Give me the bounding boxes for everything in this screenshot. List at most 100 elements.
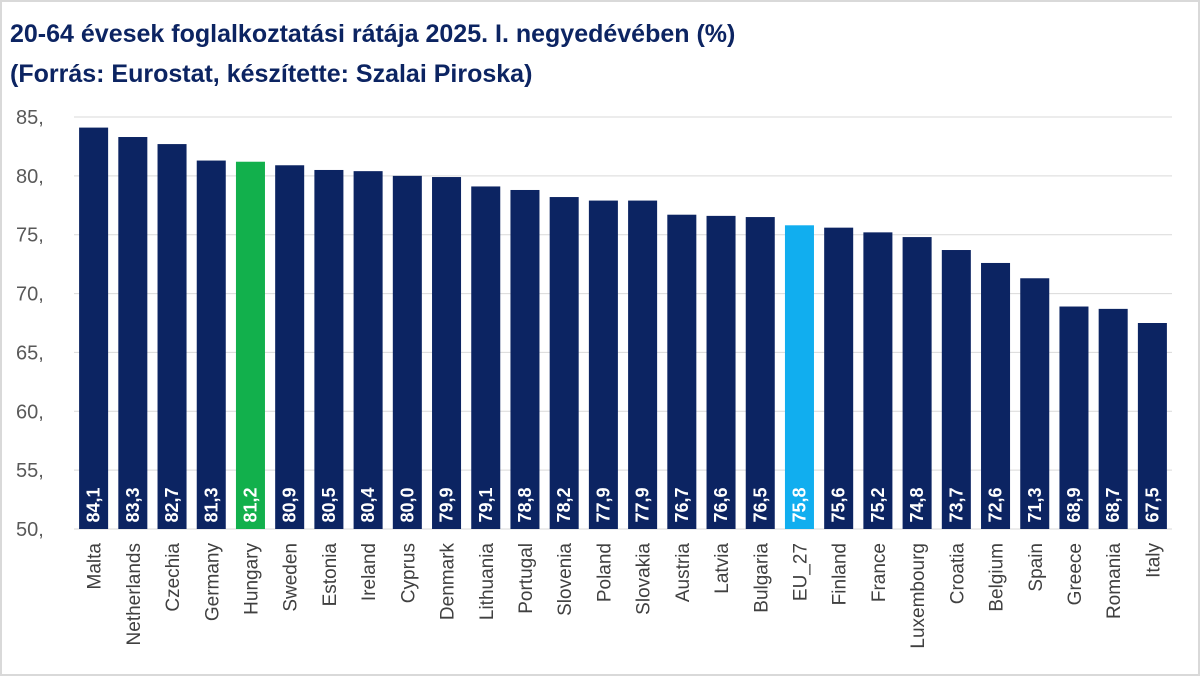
bar-malta [79,127,109,529]
bar-greece [1059,306,1089,529]
category-label: Sweden [281,543,302,612]
category-label: Lithuania [477,543,498,621]
category-label: Estonia [320,543,341,607]
bar-france [863,232,893,530]
data-label: 76,7 [672,487,692,522]
bar-romania [1098,308,1128,529]
category-label: Croatia [947,543,968,605]
category-label: Greece [1065,543,1086,605]
data-label: 68,9 [1064,487,1084,522]
data-label: 76,6 [711,487,731,522]
data-label: 79,1 [476,487,496,522]
category-label: France [869,543,890,602]
data-label: 75,6 [829,487,849,522]
data-label: 81,3 [201,487,221,522]
category-label: Germany [202,543,223,622]
category-label: Latvia [712,543,733,594]
data-label: 80,5 [319,487,339,522]
category-label: Slovakia [634,543,655,615]
data-label: 73,7 [946,487,966,522]
data-label: 71,3 [1025,487,1045,522]
bar-croatia [941,250,971,529]
category-label: Denmark [438,543,459,621]
data-label: 77,9 [633,487,653,522]
category-label: Finland [830,543,851,605]
data-label: 80,0 [397,487,417,522]
y-tick-label: 80, [16,166,44,188]
bar-cyprus [392,175,422,529]
data-label: 75,2 [868,487,888,522]
bar-slovenia [549,197,579,529]
bars [79,127,1167,530]
data-label: 82,7 [162,487,182,522]
category-label: Czechia [163,543,184,612]
bar-poland [588,200,618,529]
data-label: 74,8 [907,487,927,522]
data-label: 80,4 [358,487,378,522]
bar-denmark [432,177,462,529]
y-tick-label: 65, [16,342,44,364]
data-label: 83,3 [123,487,143,522]
y-tick-label: 55, [16,460,44,482]
bar-latvia [706,215,736,529]
bar-czechia [157,144,187,529]
data-label: 72,6 [986,487,1006,522]
data-label: 78,2 [554,487,574,522]
data-labels: 84,1 83,3 82,7 81,3 81,2 80,9 80,5 80,4 80,0 79,9… [84,487,1163,522]
category-label: Bulgaria [751,543,772,613]
bar-netherlands [118,137,148,530]
bar-eu-27 [784,225,814,529]
category-label: Romania [1104,543,1125,619]
category-label: Spain [1026,543,1047,592]
y-tick-label: 60, [16,401,44,423]
data-label: 78,8 [515,487,535,522]
y-axis-ticks: 50, 55, 60, 65, 70, 75, 80, 85, [16,107,44,541]
data-label: 79,9 [437,487,457,522]
bar-hungary [235,161,265,529]
bar-lithuania [471,186,501,530]
category-label: Ireland [359,543,380,601]
x-axis-categories: Malta Netherlands Czechia Germany Hungary Swe… [85,543,1165,649]
bar-austria [667,214,697,529]
bar-belgium [981,262,1011,529]
bar-ireland [353,171,383,530]
category-label: Italy [1143,543,1164,578]
bar-spain [1020,278,1050,529]
data-label: 80,9 [280,487,300,522]
bar-estonia [314,169,344,529]
bar-germany [196,160,226,529]
data-label: 77,9 [593,487,613,522]
y-tick-label: 50, [16,519,44,541]
bar-sweden [275,165,305,529]
bar-luxembourg [902,237,932,529]
category-label: Malta [85,543,106,590]
y-tick-label: 75, [16,225,44,247]
bar-bulgaria [745,217,775,530]
chart-title: 20-64 évesek foglalkoztatási rátája 2025… [10,20,736,48]
bar-portugal [510,189,540,530]
chart-subtitle: (Forrás: Eurostat, készítette: Szalai Pi… [10,60,533,88]
category-label: Poland [594,543,615,602]
category-label: EU_27 [790,543,811,601]
category-label: Portugal [516,543,537,614]
category-label: Slovenia [555,543,576,616]
category-label: Hungary [241,543,262,615]
bar-slovakia [628,200,658,529]
category-label: Luxembourg [908,543,929,649]
category-label: Cyprus [398,543,419,603]
data-label: 84,1 [84,487,104,522]
data-label: 67,5 [1142,487,1162,522]
category-label: Netherlands [124,543,145,645]
data-label: 76,5 [750,487,770,522]
y-tick-label: 70, [16,284,44,306]
data-label: 68,7 [1103,487,1123,522]
y-tick-label: 85, [16,107,44,129]
bar-finland [824,227,854,529]
category-label: Austria [673,543,694,603]
category-label: Belgium [987,543,1008,612]
bar-italy [1137,323,1167,529]
data-label: 81,2 [240,487,260,522]
data-label: 75,8 [789,487,809,522]
